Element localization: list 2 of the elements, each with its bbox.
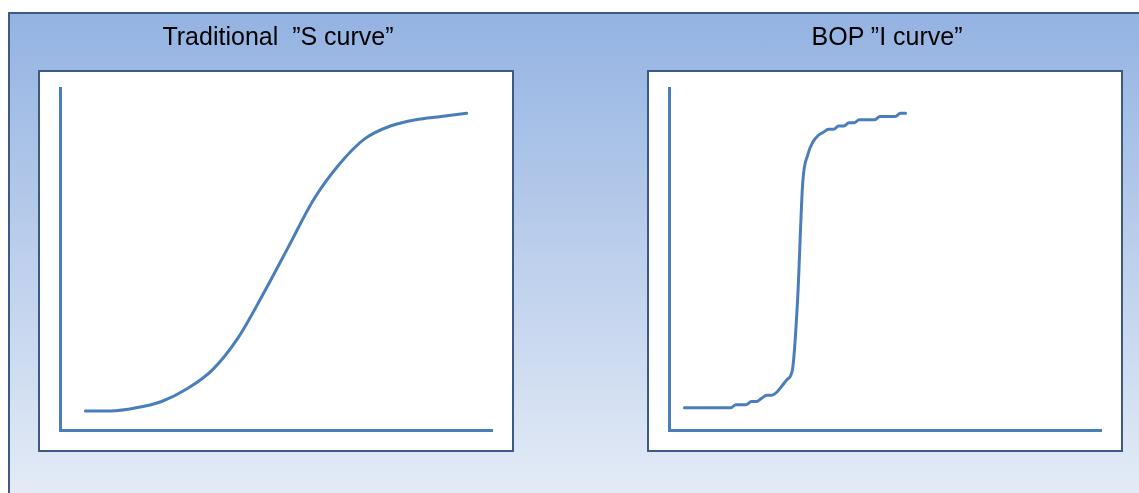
chart-title: Traditional ”S curve” bbox=[161, 22, 395, 51]
chart-title: BOP ”I curve” bbox=[810, 22, 964, 51]
